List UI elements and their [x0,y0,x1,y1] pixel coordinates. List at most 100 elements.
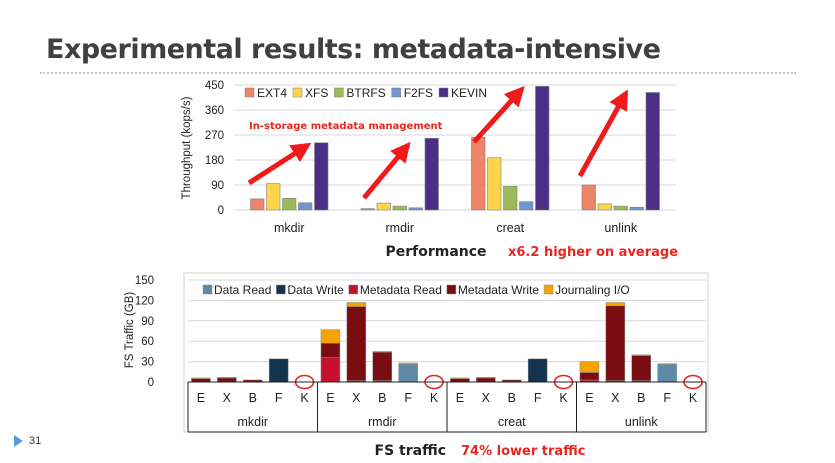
perf-legend-swatch [292,87,303,98]
traffic-bar-segment [631,354,651,356]
fs-traffic-caption: FS traffic [375,443,446,459]
traffic-bar-segment [398,362,418,365]
traffic-legend-label: Data Write [287,283,344,297]
traffic-bar-segment [450,377,470,379]
perf-legend-swatch [334,87,344,98]
traffic-group-label: creat [498,415,526,429]
arrow-unlink [577,89,629,178]
traffic-bar-label: X [352,391,361,405]
traffic-bar-segment [372,351,392,381]
perf-bar [581,184,596,211]
traffic-bar-segment [605,305,626,381]
perf-bar [282,198,297,211]
traffic-bar-label: X [223,391,232,405]
traffic-y-tick: 60 [141,336,154,348]
traffic-bar-label: K [559,391,568,405]
fs-traffic-y-ticks: 0 30 60 90 120 150 [135,275,154,389]
traffic-legend-swatch [202,284,213,295]
traffic-bar-label: X [611,391,620,405]
perf-bar [613,205,628,211]
traffic-bar-segment [657,364,677,383]
perf-legend-label: F2FS [404,86,433,100]
perf-y-tick: 0 [218,205,224,217]
perf-x-label: unlink [604,221,637,235]
traffic-legend-swatch [446,284,457,295]
perf-y-tick: 90 [211,180,224,192]
traffic-bar-segment [372,351,392,353]
traffic-y-tick: 0 [148,377,154,389]
title-divider [40,72,796,74]
traffic-bar-segment [191,377,211,379]
fs-traffic-bars [191,302,703,390]
traffic-bar-segment [579,372,600,381]
perf-bar [424,138,439,211]
performance-y-ticks: 0 90 180 270 360 450 [205,80,224,217]
traffic-bar-label: E [326,391,334,405]
perf-legend-swatch [244,87,255,98]
perf-bar [597,203,612,211]
arrow-mkdir [247,142,312,186]
traffic-legend-label: Journaling I/O [555,283,630,297]
perf-bar [645,92,660,211]
perf-legend-swatch [391,87,401,98]
perf-bar [503,186,518,211]
performance-bars [250,86,660,211]
traffic-bar-segment [450,378,470,383]
traffic-bar-segment [217,377,237,383]
performance-chart: 0 90 180 270 360 450 mkdir rmdir creat unlink EX… [181,80,678,260]
traffic-bar-label: B [637,391,645,405]
traffic-bar-label: K [430,391,439,405]
traffic-bar-label: E [456,391,464,405]
performance-x-labels: mkdir rmdir creat unlink [274,221,638,235]
traffic-bar-label: B [378,391,386,405]
traffic-bar-segment [346,302,367,307]
perf-bar [408,207,423,211]
fs-traffic-legend: Data Read Data Write Metadata Read Metadata… [202,283,630,297]
traffic-bar-label: F [275,391,283,405]
traffic-bar-segment [631,355,651,381]
performance-legend: EXT4 XFS BTRFS F2FS KEVIN [244,86,487,100]
perf-bar [629,206,644,211]
traffic-bar-segment [320,357,341,383]
perf-x-label: rmdir [386,221,414,235]
perf-legend-label: BTRFS [346,86,385,100]
perf-bar [535,86,550,211]
traffic-bar-label: K [689,391,698,405]
traffic-legend-label: Metadata Write [458,283,539,297]
traffic-bar-segment [579,361,600,373]
traffic-y-tick: 120 [135,295,154,307]
traffic-bar-label: E [585,391,593,405]
perf-bar [376,202,391,211]
perf-bar [314,142,329,211]
traffic-bar-segment [320,342,341,358]
perf-bar [392,205,407,211]
traffic-y-tick: 90 [141,316,154,328]
traffic-bar-label: K [300,391,309,405]
traffic-bar-segment [398,364,418,383]
performance-highlight: x6.2 higher on average [508,245,678,260]
traffic-bar-label: F [534,391,542,405]
traffic-group-label: rmdir [368,415,396,429]
traffic-bar-segment [191,378,211,383]
play-triangle-icon [14,435,23,448]
traffic-bar-label: X [482,391,491,405]
traffic-bar-segment [605,302,626,307]
perf-x-label: mkdir [274,221,305,235]
traffic-legend-swatch [348,284,359,295]
fs-traffic-highlight: 74% lower traffic [461,444,585,459]
perf-bar [519,201,534,211]
fs-traffic-axes [187,381,707,433]
traffic-group-label: unlink [625,415,658,429]
traffic-bar-label: B [249,391,257,405]
perf-y-tick: 180 [205,155,224,167]
fs-traffic-y-axis-label: FS Traffic (GB) [124,292,136,369]
perf-y-tick: 270 [205,130,224,142]
perf-x-label: creat [496,221,524,235]
traffic-bar-label: E [197,391,205,405]
traffic-legend-swatch [276,284,286,295]
traffic-bar-label: F [404,391,412,405]
perf-y-tick: 450 [205,80,224,92]
